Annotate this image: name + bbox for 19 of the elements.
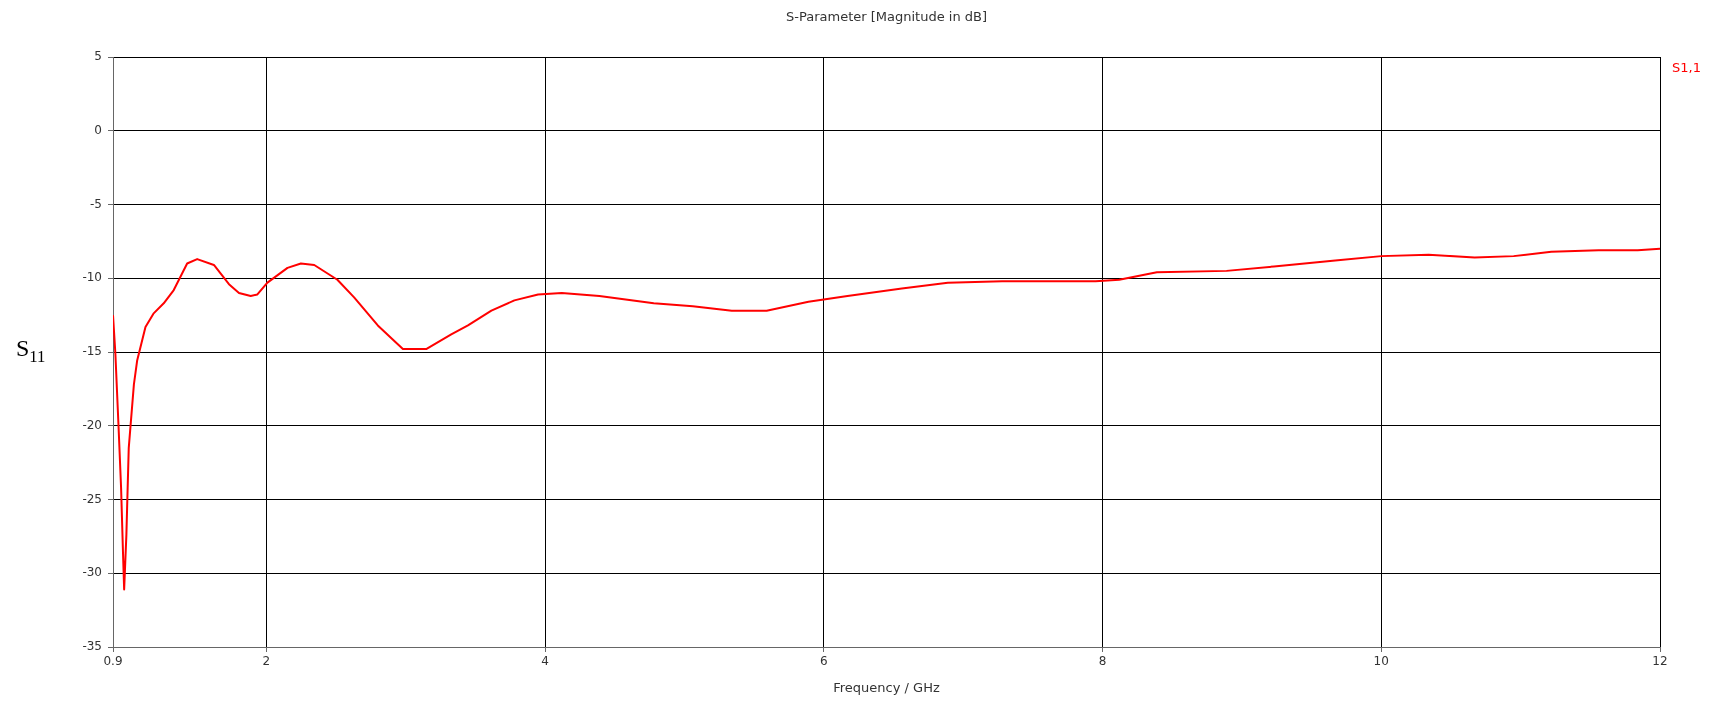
- y-tick-label: -35: [82, 639, 102, 654]
- x-tick-label: 6: [819, 654, 828, 669]
- x-tick-label: 0.9: [103, 654, 123, 669]
- y-tick-label: -10: [82, 270, 102, 285]
- text: S1,1: [1672, 60, 1701, 76]
- y-tick-label: 5: [94, 49, 102, 64]
- x-tick-label: 8: [1098, 654, 1107, 669]
- x-tick-label: 12: [1652, 654, 1668, 669]
- chart-title: S-Parameter [Magnitude in dB]: [785, 9, 988, 25]
- y-tick-label: -5: [90, 196, 102, 211]
- y-tick-label: -15: [82, 344, 102, 359]
- y-tick-label: -30: [82, 565, 102, 580]
- x-tick-label: 10: [1373, 654, 1389, 669]
- x-tick-label: 2: [262, 654, 271, 669]
- y-tick-label: -25: [82, 491, 102, 506]
- x-tick-label: 4: [541, 654, 549, 669]
- y-tick-label: -20: [82, 417, 102, 432]
- x-axis-title: Frequency / GHz: [833, 680, 940, 696]
- y-tick-label: 0: [94, 122, 102, 137]
